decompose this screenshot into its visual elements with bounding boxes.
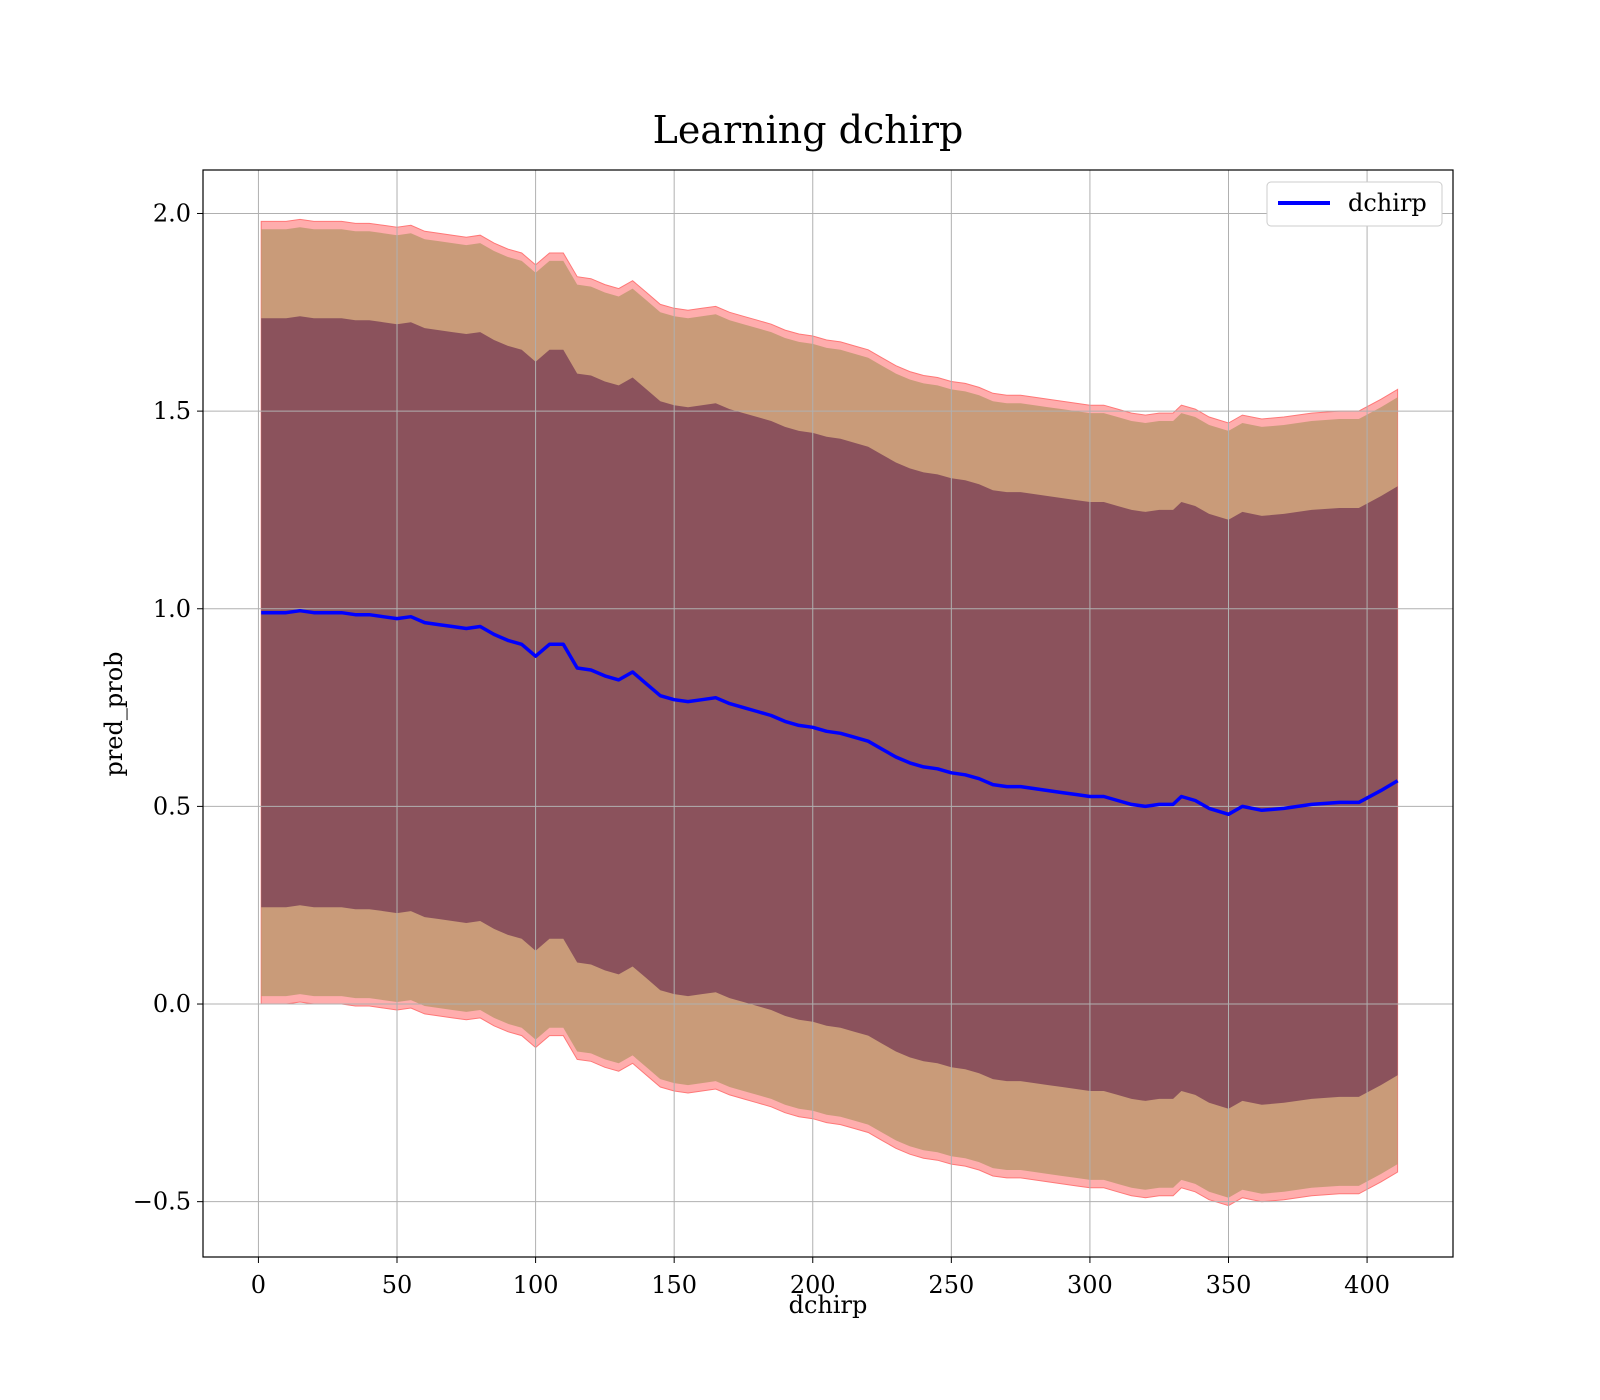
series-line-dchirp [261,608,1399,817]
x-tick-label: 350 [1206,1271,1252,1299]
x-tick-label: 100 [513,1271,559,1299]
legend-label: dchirp [1348,189,1427,217]
x-tick-label: 50 [382,1271,413,1299]
line-layer [261,608,1399,817]
confidence-band-3 [261,316,1398,1109]
y-axis-label: pred_prob [100,651,128,776]
plot-frame [202,169,1454,1258]
tick-layer: 0 50 100 150 200 250 300 350 400 −0.5 0.0 0.5 1.0 1.5… [133,199,1390,1299]
y-tick-label: 1.5 [153,397,191,425]
y-tick-label: 1.0 [153,595,191,623]
x-tick-label: 200 [790,1271,836,1299]
x-tick-label: 300 [1067,1271,1113,1299]
x-tick-label: 150 [651,1271,697,1299]
x-tick-label: 250 [928,1271,974,1299]
x-axis-label: dchirp [789,1291,868,1319]
y-tick-label: 0.5 [153,792,191,820]
y-tick-label: 0.0 [153,990,191,1018]
grid-layer [203,170,1453,1257]
band-layer [260,218,1399,1207]
x-tick-label: 400 [1344,1271,1390,1299]
legend-box [1266,181,1443,227]
x-tick-label: 0 [251,1271,266,1299]
chart-title: Learning dchirp [653,108,964,152]
y-tick-label: −0.5 [133,1188,191,1216]
legend: dchirp [1266,181,1443,227]
y-tick-label: 2.0 [153,199,191,227]
